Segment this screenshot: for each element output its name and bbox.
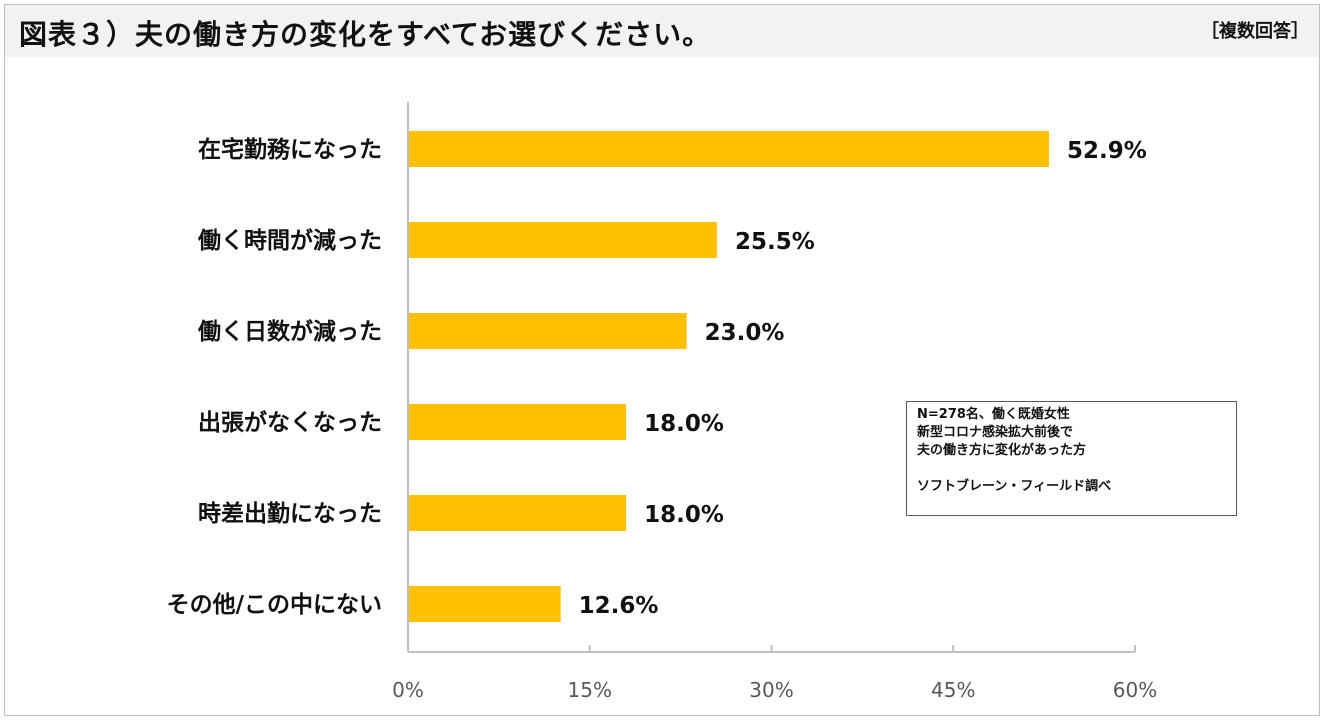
info-condition-line-2: 夫の働き方に変化があった方 xyxy=(917,443,1087,458)
bar xyxy=(409,586,561,622)
bar xyxy=(409,495,627,531)
chart-title: 図表３）夫の働き方の変化をすべてお選びください。 xyxy=(19,18,712,51)
data-label: 52.9% xyxy=(1067,138,1147,164)
info-condition-line: 新型コロナ感染拡大前後で xyxy=(917,425,1074,440)
data-label: 18.0% xyxy=(644,502,724,528)
x-tick-label: 60% xyxy=(1113,678,1157,702)
survey-info-box: N=278名、働く既婚女性 新型コロナ感染拡大前後で 夫の働き方に変化があった方… xyxy=(906,401,1237,516)
info-source-line: ソフトブレーン・フィールド調べ xyxy=(917,479,1112,494)
category-label: 働く時間が減った xyxy=(197,227,382,254)
bar xyxy=(409,313,687,349)
category-label: 時差出勤になった xyxy=(198,500,382,527)
data-label: 18.0% xyxy=(644,411,724,437)
bar xyxy=(409,131,1049,167)
x-tick-label: 30% xyxy=(749,678,793,702)
category-label: その他/この中にない xyxy=(167,592,382,618)
multiple-answer-note: ［複数回答］ xyxy=(1201,21,1309,42)
chart-frame: 図表３）夫の働き方の変化をすべてお選びください。 ［複数回答］ xyxy=(4,4,1320,716)
bar xyxy=(409,404,627,440)
category-label: 在宅勤務になった xyxy=(198,136,382,163)
bar xyxy=(409,222,717,258)
info-sample-line: N=278名、働く既婚女性 xyxy=(917,407,1070,422)
data-label: 25.5% xyxy=(735,229,815,255)
data-label: 23.0% xyxy=(705,320,785,346)
title-bar: 図表３）夫の働き方の変化をすべてお選びください。 ［複数回答］ xyxy=(5,5,1319,57)
x-tick-label: 15% xyxy=(568,678,612,702)
category-label: 出張がなくなった xyxy=(198,409,382,436)
x-tick-label: 0% xyxy=(392,678,424,702)
category-label: 働く日数が減った xyxy=(197,318,382,345)
info-spacer-line xyxy=(917,460,1226,478)
x-tick-label: 45% xyxy=(931,678,975,702)
data-label: 12.6% xyxy=(579,593,659,619)
